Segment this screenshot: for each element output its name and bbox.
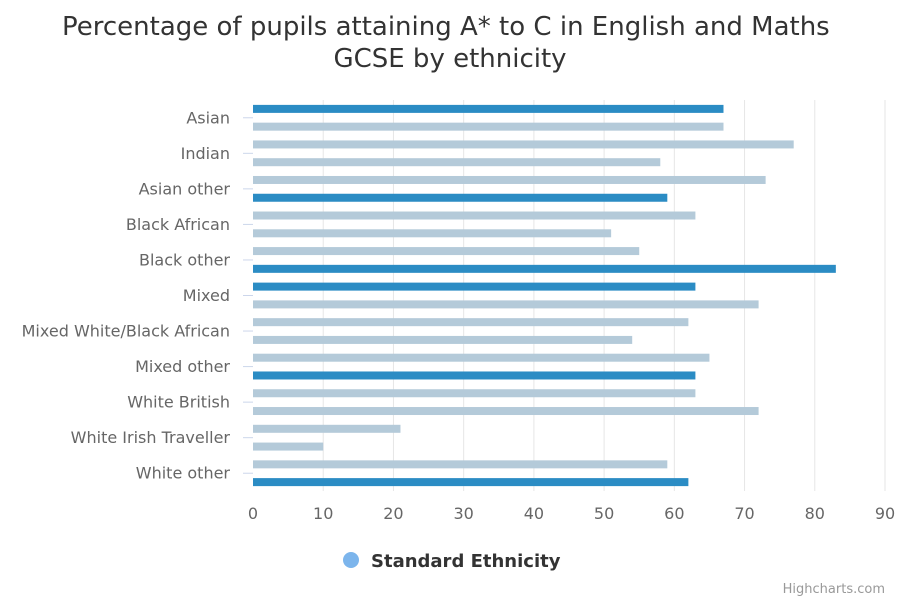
tick-label-40: 40 <box>524 504 544 523</box>
bar-21[interactable] <box>253 478 689 487</box>
credits[interactable]: Highcharts.com <box>783 582 885 597</box>
tick-label-80: 80 <box>805 504 825 523</box>
value-axis: 0 10 20 30 40 50 60 70 80 90 <box>248 504 895 523</box>
tick-label-50: 50 <box>594 504 614 523</box>
bar-6[interactable] <box>253 211 696 220</box>
bar-11[interactable] <box>253 300 759 309</box>
bar-2[interactable] <box>253 140 794 149</box>
bar-4[interactable] <box>253 175 766 184</box>
category-label: Mixed <box>183 286 230 305</box>
category-label: Indian <box>181 144 230 163</box>
bar-7[interactable] <box>253 229 612 238</box>
legend-marker[interactable] <box>343 552 359 568</box>
bar-9[interactable] <box>253 264 836 273</box>
bar-14[interactable] <box>253 353 710 362</box>
category-label: Black other <box>139 250 230 269</box>
tick-label-70: 70 <box>734 504 754 523</box>
legend-label[interactable]: Standard Ethnicity <box>371 551 561 572</box>
bar-18[interactable] <box>253 424 401 433</box>
bars <box>253 104 836 487</box>
bar-15[interactable] <box>253 371 696 380</box>
tick-label-0: 0 <box>248 504 258 523</box>
chart-title-line-2: GCSE by ethnicity <box>333 44 566 74</box>
bar-16[interactable] <box>253 389 696 398</box>
bar-0[interactable] <box>253 104 724 113</box>
category-axis: Asian Indian Asian other Black African Black… <box>22 108 253 483</box>
category-label: White other <box>136 464 231 483</box>
category-label: Black African <box>126 215 230 234</box>
category-label: White British <box>127 393 230 412</box>
bar-17[interactable] <box>253 407 759 416</box>
category-label: Asian other <box>139 179 231 198</box>
tick-label-10: 10 <box>313 504 333 523</box>
bar-8[interactable] <box>253 247 640 256</box>
category-label: White Irish Traveller <box>71 428 231 447</box>
bar-3[interactable] <box>253 158 661 167</box>
legend[interactable]: Standard Ethnicity <box>343 551 561 572</box>
tick-label-20: 20 <box>383 504 403 523</box>
bar-1[interactable] <box>253 122 724 131</box>
bar-10[interactable] <box>253 282 696 291</box>
category-label: Asian <box>186 108 230 127</box>
chart-title: Percentage of pupils attaining A* to C i… <box>62 12 838 74</box>
bar-13[interactable] <box>253 335 633 344</box>
category-label: Mixed other <box>135 357 230 376</box>
tick-label-30: 30 <box>453 504 473 523</box>
bar-5[interactable] <box>253 193 668 202</box>
chart-title-line-1: Percentage of pupils attaining A* to C i… <box>62 12 830 42</box>
bar-19[interactable] <box>253 442 324 451</box>
bar-20[interactable] <box>253 460 668 469</box>
category-label: Mixed White/Black African <box>22 322 230 341</box>
tick-label-60: 60 <box>664 504 684 523</box>
tick-label-90: 90 <box>875 504 895 523</box>
bar-12[interactable] <box>253 318 689 327</box>
